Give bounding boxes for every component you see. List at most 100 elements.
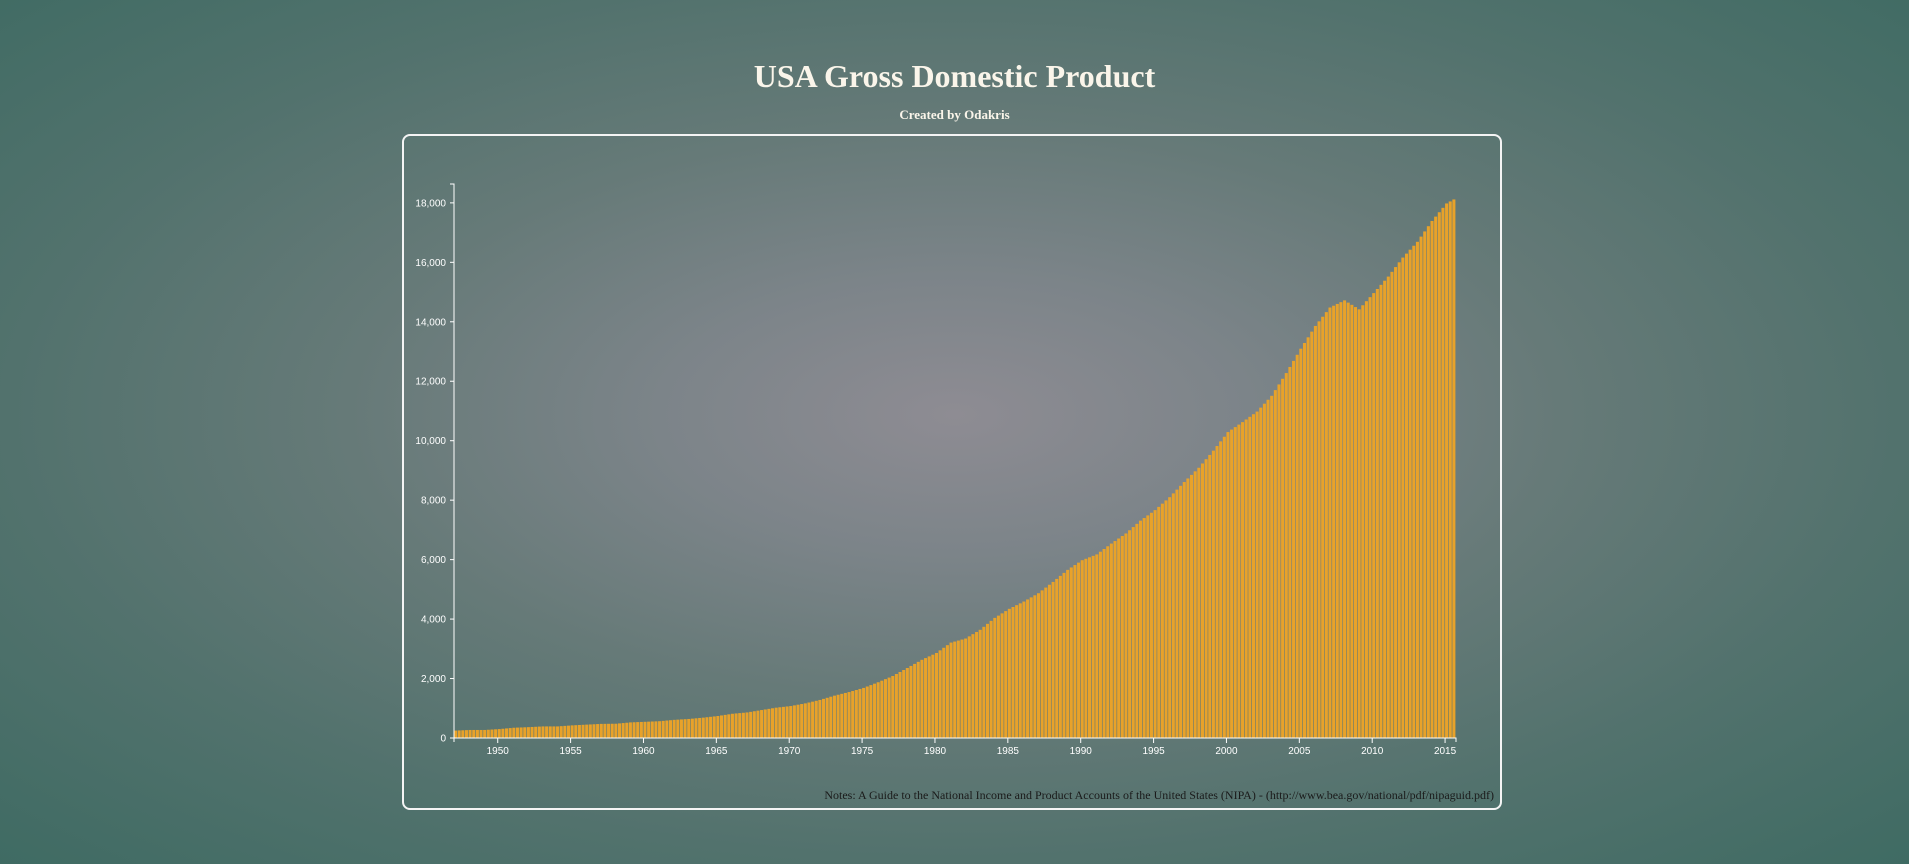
gdp-bar[interactable] (497, 729, 501, 738)
gdp-bar[interactable] (887, 677, 891, 738)
gdp-bar[interactable] (679, 719, 683, 738)
gdp-bar[interactable] (661, 720, 665, 738)
gdp-bar[interactable] (501, 728, 505, 738)
gdp-bar[interactable] (603, 723, 607, 738)
gdp-bar[interactable] (709, 716, 713, 738)
gdp-bar[interactable] (953, 641, 957, 738)
gdp-bar[interactable] (1142, 518, 1146, 738)
gdp-bar[interactable] (505, 728, 509, 738)
gdp-bar[interactable] (1357, 309, 1361, 738)
gdp-bar[interactable] (475, 729, 479, 738)
gdp-bar[interactable] (1262, 403, 1266, 738)
gdp-bar[interactable] (840, 693, 844, 738)
gdp-bar[interactable] (1015, 605, 1019, 738)
gdp-bar[interactable] (760, 710, 764, 738)
gdp-bar[interactable] (1182, 482, 1186, 738)
gdp-bar[interactable] (1095, 554, 1099, 738)
gdp-bar[interactable] (1332, 305, 1336, 738)
gdp-bar[interactable] (1255, 411, 1259, 738)
gdp-bar[interactable] (1404, 253, 1409, 738)
gdp-bar[interactable] (534, 726, 538, 738)
gdp-bar[interactable] (854, 689, 858, 738)
gdp-bar[interactable] (719, 715, 724, 738)
gdp-bar[interactable] (530, 726, 534, 738)
gdp-bar[interactable] (1036, 593, 1041, 738)
gdp-bar[interactable] (1215, 446, 1219, 738)
gdp-bar[interactable] (1157, 506, 1161, 738)
gdp-bar[interactable] (803, 703, 807, 738)
gdp-bar[interactable] (1383, 280, 1387, 738)
gdp-bar[interactable] (690, 718, 694, 738)
gdp-bar[interactable] (1397, 262, 1401, 738)
gdp-bar[interactable] (1281, 378, 1285, 738)
gdp-bar[interactable] (1113, 541, 1117, 738)
gdp-bar[interactable] (461, 730, 465, 738)
gdp-bar[interactable] (625, 722, 629, 738)
gdp-bar[interactable] (621, 723, 625, 738)
gdp-bar[interactable] (676, 719, 680, 738)
gdp-bar[interactable] (727, 714, 731, 738)
gdp-bar[interactable] (1343, 300, 1347, 738)
gdp-bar[interactable] (1051, 581, 1055, 738)
gdp-bar[interactable] (1270, 395, 1274, 738)
gdp-bar[interactable] (596, 724, 600, 738)
gdp-bar[interactable] (468, 729, 472, 738)
gdp-bar[interactable] (1412, 245, 1416, 738)
gdp-bar[interactable] (1335, 303, 1339, 738)
gdp-bar[interactable] (1339, 302, 1343, 738)
gdp-bar[interactable] (454, 730, 458, 738)
gdp-bar[interactable] (781, 706, 785, 738)
gdp-bar[interactable] (1266, 399, 1270, 738)
gdp-bar[interactable] (556, 726, 560, 738)
gdp-bar[interactable] (894, 674, 898, 738)
gdp-bar[interactable] (1193, 471, 1197, 738)
gdp-bar[interactable] (610, 723, 614, 738)
gdp-bar[interactable] (865, 686, 869, 738)
gdp-bar[interactable] (774, 707, 778, 738)
gdp-bar[interactable] (916, 661, 920, 738)
gdp-bar[interactable] (1047, 584, 1051, 738)
gdp-bar[interactable] (1434, 216, 1438, 739)
gdp-bar[interactable] (1102, 548, 1106, 738)
gdp-bar[interactable] (993, 617, 997, 738)
gdp-bar[interactable] (1040, 590, 1044, 738)
gdp-bar[interactable] (1277, 384, 1281, 738)
gdp-bar[interactable] (1361, 305, 1365, 738)
gdp-bar[interactable] (1004, 611, 1008, 738)
gdp-bar[interactable] (934, 652, 938, 738)
gdp-bar[interactable] (1288, 366, 1292, 738)
gdp-bar[interactable] (862, 687, 866, 738)
gdp-bar[interactable] (1160, 503, 1164, 738)
gdp-bar[interactable] (617, 723, 621, 738)
gdp-bar[interactable] (1346, 302, 1350, 738)
gdp-bar[interactable] (1128, 530, 1132, 738)
gdp-bar[interactable] (712, 716, 716, 738)
gdp-bar[interactable] (1018, 603, 1022, 738)
gdp-bar[interactable] (1372, 293, 1376, 738)
gdp-bar[interactable] (1350, 304, 1354, 738)
gdp-bar[interactable] (1284, 373, 1288, 738)
gdp-bar[interactable] (949, 642, 953, 738)
gdp-bar[interactable] (1058, 575, 1062, 738)
gdp-bar[interactable] (563, 725, 567, 738)
gdp-bar[interactable] (771, 708, 775, 738)
gdp-bar[interactable] (1273, 390, 1277, 739)
gdp-bar[interactable] (971, 634, 975, 738)
gdp-bar[interactable] (672, 719, 676, 738)
gdp-bar[interactable] (512, 727, 516, 738)
gdp-bar[interactable] (1179, 485, 1183, 738)
gdp-bar[interactable] (723, 714, 727, 738)
gdp-bar[interactable] (931, 654, 935, 738)
gdp-bar[interactable] (490, 729, 494, 738)
gdp-bar[interactable] (1000, 613, 1004, 738)
gdp-bar[interactable] (1109, 543, 1113, 738)
gdp-bar[interactable] (1299, 348, 1303, 738)
gdp-bar[interactable] (1394, 267, 1398, 738)
gdp-bar[interactable] (975, 631, 979, 738)
gdp-bar[interactable] (1098, 551, 1102, 738)
gdp-bar[interactable] (938, 650, 942, 738)
gdp-bar[interactable] (636, 722, 640, 738)
gdp-bar[interactable] (858, 688, 862, 738)
gdp-bar[interactable] (552, 726, 556, 738)
gdp-bar[interactable] (523, 727, 527, 738)
